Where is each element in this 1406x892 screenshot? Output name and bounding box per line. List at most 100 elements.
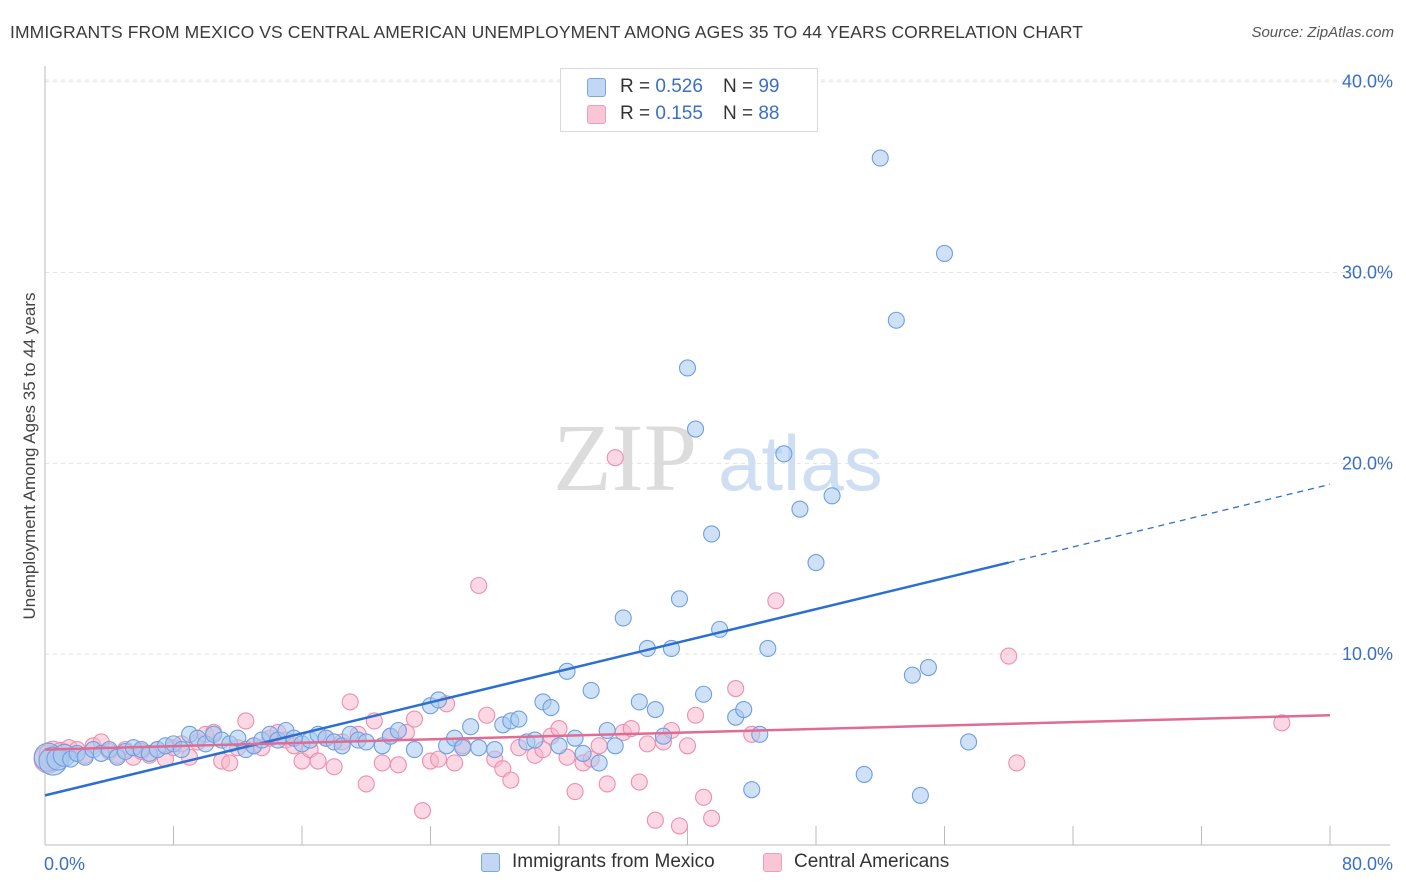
tick-labels: 10.0% 20.0% 30.0% 40.0% 0.0% 80.0% [44,72,1393,874]
n-label: N = [722,103,754,124]
chart-title: IMMIGRANTS FROM MEXICO VS CENTRAL AMERIC… [10,22,1084,42]
data-point [686,420,705,438]
data-point [960,733,978,751]
data-point [389,721,407,740]
y-tick-label: 10.0% [1342,644,1393,664]
data-point [614,609,632,627]
axes [44,66,1390,846]
r-label: R = [620,103,651,124]
data-point [590,754,608,772]
data-point [341,693,359,711]
y-axis-title: Unemployment Among Ages 35 to 44 years [20,292,39,620]
data-point [823,487,841,505]
r-value: 0.155 [655,103,703,124]
data-point [550,737,568,755]
y-tick-label: 40.0% [1342,72,1393,92]
data-point [767,592,785,610]
data-point [807,554,825,572]
trend-line-mexico [44,561,1010,797]
data-point [237,712,255,730]
trend-line-central [44,713,1331,751]
n-value: 88 [758,103,780,124]
data-point [598,775,616,793]
trend-lines [44,483,1331,797]
legend-item-central: Central Americans [763,851,949,873]
data-point [695,685,713,703]
data-point [630,693,648,711]
data-point [502,771,520,789]
r-value: 0.526 [655,76,703,97]
data-point [550,720,568,738]
data-point [670,590,689,608]
data-point [727,679,745,698]
legend-swatch-blue [587,77,606,97]
data-point [542,699,560,717]
data-point [582,681,600,699]
r-label: R = [620,76,651,97]
data-point [325,758,343,776]
data-point [855,765,873,783]
data-point [1000,647,1018,665]
data-point [678,737,697,755]
watermark: ZIP atlas [553,404,883,511]
data-point [389,756,407,774]
data-point [903,666,921,684]
data-point [743,781,761,799]
data-point [462,718,480,736]
bottom-legend: Immigrants from Mexico Central Americans [0,851,1406,877]
legend-label: Immigrants from Mexico [512,851,715,872]
y-tick-label: 30.0% [1342,263,1393,283]
data-point [911,786,929,804]
data-point [646,811,664,829]
source-label: Source: ZipAtlas.com [1251,24,1394,41]
data-point [606,737,624,755]
data-point [686,706,705,724]
data-point [566,729,584,747]
data-point [654,727,672,745]
data-point [309,752,327,770]
watermark-atlas: atlas [718,419,883,507]
stats-legend-row-central: R = 0.155 N = 88 [587,102,779,126]
data-point [791,500,809,518]
data-point [638,735,656,753]
legend-swatch-blue [481,852,500,872]
data-point [751,725,769,743]
legend-label: Central Americans [794,851,950,872]
data-point [221,754,239,772]
stats-legend-row-mexico: R = 0.526 N = 99 [587,75,779,99]
data-point [486,741,504,759]
data-point [405,741,423,759]
data-point [574,744,592,762]
data-point [735,700,753,719]
data-point [703,525,721,543]
n-value: 99 [758,76,780,97]
data-point [630,773,648,791]
data-point [887,311,905,329]
y-tick-label: 20.0% [1342,453,1393,473]
watermark-zip: ZIP [553,404,697,511]
stats-legend: R = 0.526 N = 99 R = 0.155 N = 88 [560,68,818,132]
data-point [759,639,777,658]
data-point [590,737,608,755]
n-label: N = [722,76,754,97]
data-point [646,700,664,719]
legend-swatch-pink [587,104,606,124]
data-point [919,658,937,677]
data-point [606,449,624,467]
data-point [454,739,472,757]
data-point [357,775,375,793]
data-point [935,244,954,263]
data-point [670,817,689,835]
data-point [598,721,616,740]
x-tick-label: 0.0% [44,854,85,874]
data-point [703,809,721,827]
data-point [373,754,391,772]
data-point [413,802,432,820]
data-point [775,445,793,463]
data-point [470,739,488,757]
x-tick-label: 80.0% [1342,854,1393,874]
legend-item-mexico: Immigrants from Mexico [481,851,715,873]
trend-line-mexico-projection [1008,483,1331,564]
data-point [429,750,448,768]
